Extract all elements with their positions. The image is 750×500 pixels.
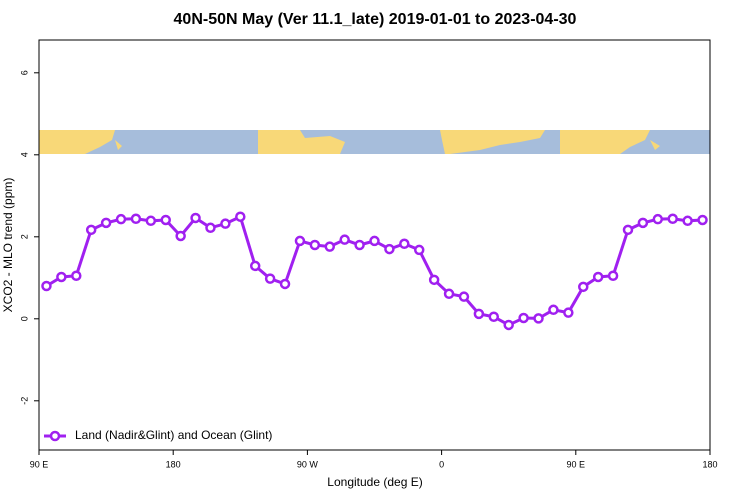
x-axis-label: Longitude (deg E)	[327, 475, 422, 489]
data-point	[145, 215, 157, 227]
data-point	[324, 241, 336, 252]
data-point	[220, 218, 231, 229]
data-point	[563, 307, 574, 318]
data-point	[578, 281, 589, 293]
data-point	[130, 213, 142, 225]
data-point	[652, 213, 664, 225]
data-point	[488, 311, 500, 322]
data-point	[339, 234, 350, 245]
y-tick-label: 0	[19, 316, 29, 321]
data-point	[622, 224, 634, 236]
data-point	[503, 319, 514, 331]
data-point	[354, 239, 365, 251]
data-point	[309, 239, 321, 251]
data-point	[473, 308, 485, 320]
data-point	[175, 230, 186, 242]
data-point	[249, 260, 261, 272]
data-point	[115, 213, 127, 225]
data-point	[458, 291, 470, 302]
data-point	[279, 278, 291, 290]
x-tick-label: 90 E	[30, 459, 49, 469]
x-tick-label: 180	[166, 459, 181, 469]
legend-marker	[49, 430, 61, 442]
y-tick-label: 6	[19, 70, 29, 75]
data-point	[384, 243, 395, 255]
legend-label: Land (Nadir&Glint) and Ocean (Glint)	[75, 428, 272, 442]
data-point	[41, 280, 52, 292]
data-point	[369, 235, 380, 247]
data-point	[548, 304, 559, 316]
map-strip	[39, 130, 710, 154]
data-point	[294, 235, 306, 247]
data-point	[190, 212, 201, 224]
data-point	[85, 224, 97, 236]
x-tick-label: 0	[439, 459, 444, 469]
chart-title: 40N-50N May (Ver 11.1_late) 2019-01-01 t…	[174, 11, 577, 28]
data-point	[607, 270, 619, 281]
data-point	[697, 214, 708, 226]
data-point	[205, 222, 216, 234]
y-axis-label: XCO2 - MLO trend (ppm)	[1, 178, 15, 313]
data-point	[592, 271, 604, 283]
data-point	[100, 217, 112, 229]
data-point	[71, 270, 82, 281]
data-point	[682, 215, 693, 227]
data-point	[413, 244, 425, 256]
data-point	[637, 217, 649, 229]
x-tick-label: 180	[702, 459, 717, 469]
data-point	[428, 274, 440, 286]
plot-frame	[38, 39, 711, 451]
data-point	[443, 288, 455, 300]
data-point	[667, 213, 678, 225]
data-point	[399, 238, 410, 250]
data-point	[160, 214, 171, 226]
y-tick-label: -2	[19, 397, 29, 405]
data-point	[235, 211, 246, 222]
series-line	[45, 214, 703, 327]
x-tick-label: 90 W	[297, 459, 319, 469]
data-point	[264, 273, 276, 284]
data-point	[56, 271, 67, 283]
y-tick-label: 4	[19, 152, 29, 157]
data-point	[518, 312, 529, 324]
x-tick-label: 90 E	[567, 459, 586, 469]
data-point	[533, 313, 544, 324]
y-tick-label: 2	[19, 234, 29, 239]
